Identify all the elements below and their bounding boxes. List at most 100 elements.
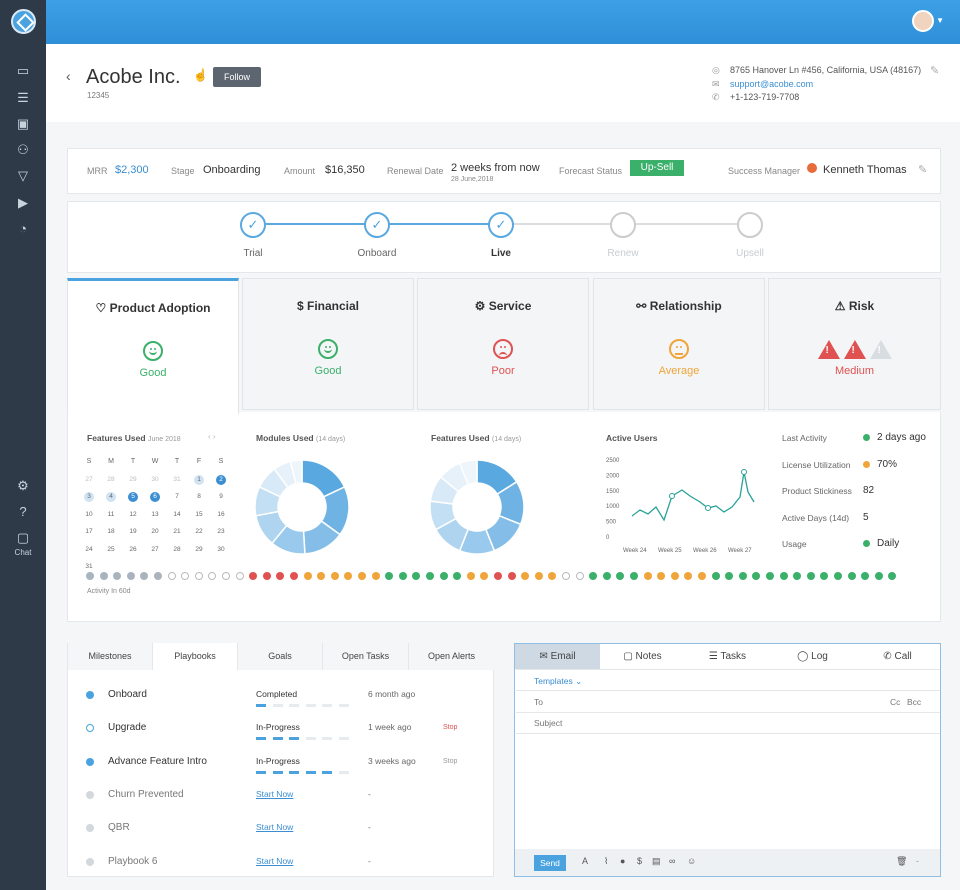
cal-day[interactable]: 28 — [107, 476, 115, 483]
help-icon[interactable]: ? — [19, 504, 27, 519]
activity-dot[interactable] — [589, 572, 598, 580]
stage-1-circle[interactable]: ✓ — [364, 212, 390, 238]
cal-day[interactable]: 15 — [195, 510, 203, 518]
back-icon[interactable]: ‹ — [66, 68, 71, 84]
cal-day[interactable]: 30 — [151, 476, 159, 483]
activity-dot[interactable] — [194, 572, 203, 580]
trash-icon[interactable]: 🗑 — [896, 856, 908, 866]
stage-4-circle[interactable] — [737, 212, 763, 238]
cal-day[interactable]: 31 — [173, 476, 181, 483]
cal-day[interactable]: 29 — [195, 545, 203, 553]
activity-dot[interactable] — [847, 572, 856, 580]
health-card-2[interactable]: ⚙ Service Poor — [417, 278, 589, 410]
tab-goals[interactable]: Goals — [238, 643, 323, 670]
tab-playbooks[interactable]: Playbooks — [153, 643, 238, 670]
composer-tab-tasks[interactable]: ☰ Tasks — [685, 644, 770, 669]
cal-day[interactable]: 19 — [129, 528, 137, 536]
cal-day[interactable]: 26 — [129, 545, 137, 553]
cal-day[interactable]: 23 — [217, 528, 225, 536]
activity-dot[interactable] — [602, 572, 611, 580]
cc-link[interactable]: Cc — [890, 697, 901, 707]
activity-dot[interactable] — [834, 572, 842, 580]
activity-dot[interactable] — [725, 572, 734, 580]
tab-open-tasks[interactable]: Open Tasks — [323, 643, 409, 670]
stage-3-circle[interactable] — [610, 212, 636, 238]
activity-dot[interactable] — [480, 572, 489, 580]
cal-day[interactable]: 3 — [84, 492, 94, 503]
activity-dot[interactable] — [330, 572, 339, 580]
activity-dot[interactable] — [290, 572, 298, 580]
activity-dot[interactable] — [684, 572, 693, 580]
cal-day[interactable]: 29 — [129, 476, 137, 483]
activity-dot[interactable] — [385, 572, 394, 580]
users-point[interactable] — [705, 505, 711, 511]
activity-dot[interactable] — [235, 572, 244, 580]
activity-dot[interactable] — [874, 572, 883, 580]
composer-tab-notes[interactable]: ▢ Notes — [600, 644, 685, 669]
activity-dot[interactable] — [793, 572, 802, 580]
filter-icon[interactable]: ▽ — [18, 168, 28, 183]
playbook-name[interactable]: Upgrade — [108, 722, 147, 734]
activity-dot[interactable] — [766, 572, 774, 580]
activity-dot[interactable] — [779, 572, 788, 580]
cal-day[interactable]: 12 — [129, 510, 137, 518]
users-point[interactable] — [669, 493, 675, 499]
subject-field[interactable]: Subject — [534, 718, 563, 728]
emoji-icon[interactable]: ☺ — [687, 856, 697, 866]
cal-day[interactable]: 28 — [173, 545, 181, 553]
activity-dot[interactable] — [466, 572, 475, 580]
briefcase-icon[interactable]: ▣ — [16, 116, 30, 131]
cal-day[interactable]: 27 — [151, 545, 159, 553]
activity-dot[interactable] — [398, 572, 407, 580]
activity-dot[interactable] — [99, 572, 108, 580]
user-avatar[interactable] — [912, 10, 934, 32]
cal-day[interactable]: 20 — [151, 528, 159, 536]
activity-dot[interactable] — [752, 572, 761, 580]
activity-dot[interactable] — [181, 572, 190, 580]
playbook-name[interactable]: Playbook 6 — [108, 855, 158, 867]
thumbs-up-icon[interactable]: ☝ — [193, 68, 208, 82]
tab-open-alerts[interactable]: Open Alerts — [409, 643, 494, 670]
health-card-0[interactable]: ♡ Product Adoption Good — [67, 278, 239, 414]
contact-card-icon[interactable]: ▭ — [16, 63, 30, 78]
bcc-link[interactable]: Bcc — [907, 697, 922, 707]
cal-day[interactable]: 13 — [151, 510, 159, 518]
health-card-1[interactable]: $ Financial Good — [242, 278, 414, 410]
edit-contact-icon[interactable]: ✎ — [930, 65, 940, 77]
activity-dot[interactable] — [167, 572, 176, 580]
cal-day[interactable]: 11 — [107, 510, 115, 518]
templates-dropdown[interactable]: Templates ⌄ — [534, 676, 582, 687]
follow-button[interactable]: Follow — [213, 67, 261, 87]
activity-dot[interactable] — [698, 572, 706, 580]
composer-tab-call[interactable]: ✆ Call — [855, 644, 940, 669]
cal-day[interactable]: 4 — [106, 492, 116, 503]
link-icon[interactable]: ∞ — [669, 856, 676, 866]
cal-day[interactable]: 25 — [107, 545, 115, 553]
cal-day[interactable]: 1 — [194, 475, 204, 485]
activity-dot[interactable] — [820, 572, 829, 580]
cal-day[interactable]: 30 — [217, 545, 225, 553]
activity-dot[interactable] — [276, 572, 285, 580]
playbook-name[interactable]: QBR — [108, 822, 130, 834]
activity-dot[interactable] — [521, 572, 530, 580]
users-point[interactable] — [741, 469, 747, 475]
cal-day[interactable]: 27 — [85, 476, 93, 483]
stage-0-circle[interactable]: ✓ — [240, 212, 266, 238]
activity-dot[interactable] — [358, 572, 366, 580]
playbook-name[interactable]: Advance Feature Intro — [108, 755, 207, 767]
tab-milestones[interactable]: Milestones — [68, 643, 153, 670]
activity-dot[interactable] — [643, 572, 652, 580]
activity-dot[interactable] — [317, 572, 326, 580]
activity-dot[interactable] — [371, 572, 380, 580]
activity-dot[interactable] — [412, 572, 421, 580]
start-now-link[interactable]: Start Now — [256, 788, 294, 799]
activity-dot[interactable] — [303, 572, 312, 580]
dollar-icon[interactable]: $ — [637, 856, 643, 866]
stage-2-circle[interactable]: ✓ — [488, 212, 514, 238]
activity-dot[interactable] — [154, 572, 162, 580]
activity-dot[interactable] — [86, 572, 94, 580]
activity-dot[interactable] — [738, 572, 747, 580]
activity-dot[interactable] — [439, 572, 448, 580]
chat-label[interactable]: Chat — [14, 548, 32, 557]
start-now-link[interactable]: Start Now — [256, 822, 294, 833]
